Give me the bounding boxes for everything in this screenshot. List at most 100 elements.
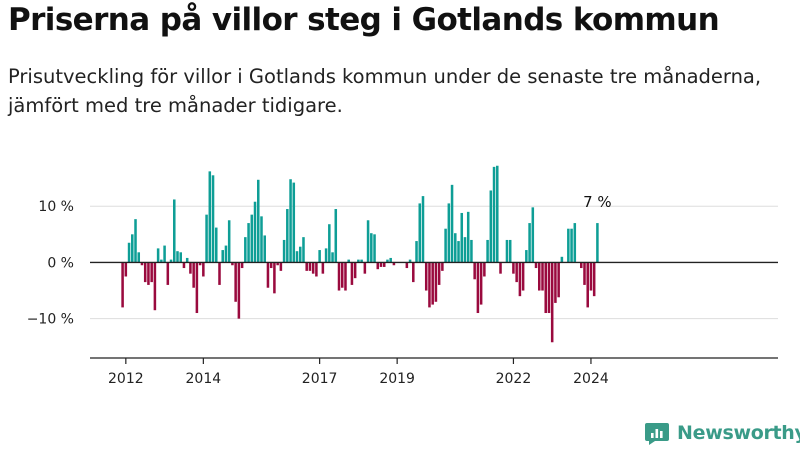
bar [570, 228, 573, 263]
x-tick-label: 2024 [573, 371, 609, 387]
bar [557, 262, 560, 298]
x-tick-label: 2012 [108, 371, 144, 387]
bar [470, 239, 473, 263]
bar [237, 262, 241, 319]
bar [437, 262, 441, 285]
bar [247, 223, 250, 263]
bar [140, 262, 144, 266]
bar [592, 262, 596, 297]
bars [121, 165, 599, 343]
bar [360, 259, 363, 263]
bar [580, 262, 583, 269]
bar [428, 262, 431, 308]
bar [496, 165, 499, 263]
bar [418, 203, 422, 263]
axis-labels: −10 % 0 % 10 % 2012 2014 2017 2019 2022 2024 7 % [27, 193, 612, 387]
bar [476, 262, 480, 314]
bar [340, 262, 344, 288]
bar [182, 262, 186, 269]
bar [121, 262, 124, 308]
bar [531, 207, 535, 263]
bar [370, 233, 373, 263]
bar [515, 262, 518, 283]
bar [224, 245, 228, 263]
bar [431, 262, 434, 305]
bar [373, 234, 376, 263]
bar [192, 262, 195, 288]
bar [124, 262, 128, 277]
bar [344, 262, 347, 291]
bar [337, 262, 341, 291]
bar [450, 184, 454, 263]
bar [444, 228, 447, 263]
x-tick-label: 2022 [496, 371, 532, 387]
bar [347, 259, 350, 263]
bar [550, 262, 554, 343]
bar [405, 262, 409, 269]
bar [473, 262, 476, 280]
bar [353, 262, 357, 279]
bar [305, 262, 308, 271]
bar [466, 211, 470, 263]
brand-name: Newsworthy [677, 422, 800, 444]
bar [302, 237, 305, 263]
grid-lines [90, 205, 778, 320]
bar [441, 262, 444, 271]
bar [173, 199, 176, 263]
bar [357, 259, 360, 263]
bar [412, 262, 415, 283]
bar [143, 262, 147, 283]
bar [315, 262, 318, 277]
newsworthy-logo: Newsworthy [645, 420, 800, 446]
bar [221, 250, 224, 263]
bar [179, 252, 182, 263]
bar [512, 262, 515, 274]
bar [160, 259, 163, 263]
bar [421, 196, 425, 263]
y-tick-label: 10 % [38, 199, 74, 215]
bar [528, 223, 531, 263]
bar [163, 245, 166, 263]
bar [292, 182, 296, 263]
bar [483, 262, 486, 277]
bar [382, 262, 386, 267]
y-tick-label: 0 % [47, 255, 74, 271]
newsworthy-chart-icon [645, 423, 669, 445]
bar [573, 223, 577, 263]
bar [311, 262, 315, 274]
bar [363, 262, 367, 274]
bar [424, 262, 428, 291]
bar [457, 241, 460, 263]
bar [321, 262, 325, 274]
bar [240, 262, 244, 269]
bar [253, 201, 257, 263]
bar [318, 250, 321, 263]
bar [298, 246, 302, 263]
bar [460, 212, 464, 263]
bar [479, 262, 483, 305]
y-tick-label: −10 % [27, 312, 74, 328]
bar [489, 190, 493, 263]
bar [218, 262, 221, 285]
bar [282, 239, 286, 263]
bar [408, 259, 412, 263]
bar [127, 242, 131, 263]
bar [379, 262, 383, 267]
bar [554, 262, 557, 303]
bar [257, 179, 260, 263]
bar [231, 262, 234, 266]
bar [131, 234, 134, 263]
bar [521, 262, 525, 291]
bar-chart: −10 % 0 % 10 % 2012 2014 2017 2019 2022 2024 7 % [27, 165, 778, 387]
bar [276, 262, 279, 266]
bar [169, 259, 173, 263]
bar [156, 248, 160, 263]
bar [244, 237, 247, 263]
bar [279, 262, 283, 271]
bar [447, 203, 451, 263]
bar [185, 257, 189, 263]
bar [389, 257, 392, 263]
x-tick-label: 2017 [302, 371, 338, 387]
bar [596, 223, 599, 263]
bar [486, 239, 489, 263]
